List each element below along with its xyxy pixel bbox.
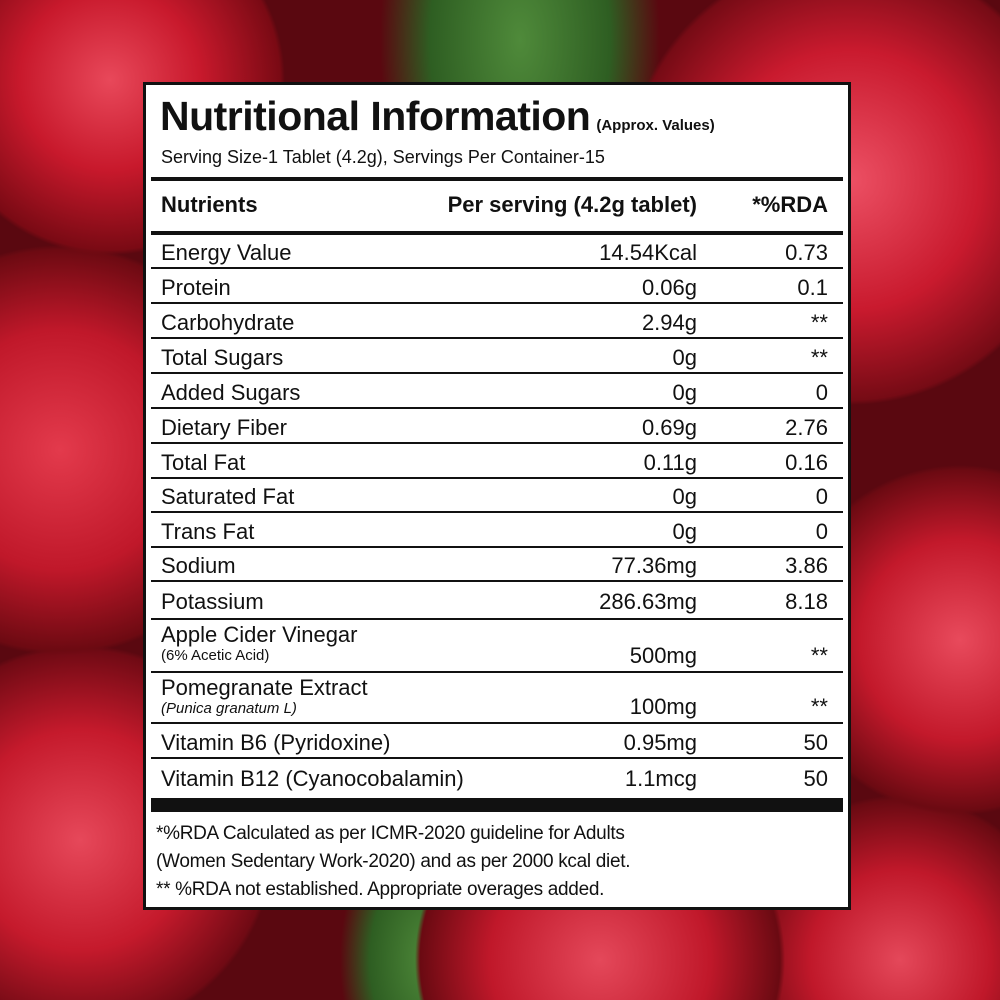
per-serving-value: 2.94g xyxy=(641,310,697,335)
header-rda: *%RDA xyxy=(752,192,828,217)
per-serving-value: 0g xyxy=(672,345,697,370)
nutrient-name-text: Dietary Fiber xyxy=(161,415,287,440)
table-row: Vitamin B12 (Cyanocobalamin) 1.1mcg 50 xyxy=(151,759,843,797)
nutrient-name-text: Vitamin B6 (Pyridoxine) xyxy=(161,730,391,755)
table-row: Pomegranate Extract (Punica granatum L) 10… xyxy=(151,673,843,724)
nutrient-subtext: (Punica granatum L) xyxy=(161,700,297,717)
rda-value: 0 xyxy=(815,380,828,405)
per-serving-value: 100mg xyxy=(629,694,697,719)
table-row: Dietary Fiber 0.69g 2.76 xyxy=(151,409,843,444)
nutrient-name-text: Carbohydrate xyxy=(161,310,295,335)
nutrient-name-text: Trans Fat xyxy=(161,519,255,544)
table-row: Total Sugars 0g ** xyxy=(151,339,843,374)
title-text: Nutritional Information xyxy=(160,93,591,139)
table-row: Saturated Fat 0g 0 xyxy=(151,479,843,513)
per-serving-value: 0.11g xyxy=(643,450,697,475)
rda-value: 3.86 xyxy=(785,553,828,578)
per-serving-value: 500mg xyxy=(629,643,697,668)
rda-value: 0 xyxy=(815,519,828,544)
per-serving-value: 0g xyxy=(672,484,697,509)
nutrient-name: Vitamin B6 (Pyridoxine) xyxy=(161,730,390,756)
footnote: *%RDA Calculated as per ICMR-2020 guidel… xyxy=(156,823,625,844)
table-row: Total Fat 0.11g 0.16 xyxy=(151,444,843,479)
approx-note: (Approx. Values) xyxy=(596,117,715,134)
footnote: ** %RDA not established. Appropriate ove… xyxy=(156,879,605,900)
per-serving-value: 0.95mg xyxy=(623,730,697,755)
nutrient-name: Total Sugars xyxy=(161,345,283,371)
table-row: Energy Value 14.54Kcal 0.73 xyxy=(151,235,843,269)
nutrient-name-text: Total Fat xyxy=(161,450,246,475)
nutrient-name-text: Vitamin B12 (Cyanocobalamin) xyxy=(161,766,464,791)
nutrient-name-text: Saturated Fat xyxy=(161,484,295,509)
nutrient-name-text: Sodium xyxy=(161,553,236,578)
per-serving-value: 0.69g xyxy=(641,415,697,440)
footnotes: *%RDA Calculated as per ICMR-2020 guidel… xyxy=(156,820,631,904)
nutrient-name-text: Pomegranate Extract xyxy=(161,675,368,700)
rda-value: ** xyxy=(810,643,828,668)
divider xyxy=(151,177,843,181)
rda-value: ** xyxy=(810,310,828,335)
nutrient-name: Energy Value xyxy=(161,240,291,266)
rda-value: 0.16 xyxy=(785,450,828,475)
per-serving-value: 14.54Kcal xyxy=(599,240,697,265)
nutrient-name: Potassium xyxy=(161,589,264,615)
nutrient-name-text: Energy Value xyxy=(161,240,292,265)
nutrient-name: Vitamin B12 (Cyanocobalamin) xyxy=(161,766,464,792)
table-row: Protein 0.06g 0.1 xyxy=(151,269,843,304)
rda-value: 0.1 xyxy=(797,275,828,300)
nutrient-name: Carbohydrate xyxy=(161,310,294,336)
rda-value: 8.18 xyxy=(785,589,828,614)
table-row: Vitamin B6 (Pyridoxine) 0.95mg 50 xyxy=(151,724,843,759)
nutrient-name: Total Fat xyxy=(161,450,245,476)
rda-value: ** xyxy=(810,694,828,719)
per-serving-value: 0g xyxy=(672,519,697,544)
table-row: Apple Cider Vinegar (6% Acetic Acid) 500mg… xyxy=(151,620,843,673)
header-nutrients: Nutrients xyxy=(161,192,258,217)
per-serving-value: 77.36mg xyxy=(611,553,697,578)
per-serving-value: 0g xyxy=(672,380,697,405)
nutrient-name: Dietary Fiber xyxy=(161,415,287,441)
nutrition-label: Nutritional Information (Approx. Values) … xyxy=(143,82,851,910)
rda-value: 50 xyxy=(803,766,828,791)
nutrient-name: Added Sugars xyxy=(161,380,300,406)
per-serving-value: 0.06g xyxy=(641,275,697,300)
footnote: (Women Sedentary Work-2020) and as per 2… xyxy=(156,851,631,872)
nutrient-name-text: Potassium xyxy=(161,589,264,614)
nutrient-name: Trans Fat xyxy=(161,519,254,545)
rda-value: 2.76 xyxy=(785,415,828,440)
nutrient-name-text: Protein xyxy=(161,275,231,300)
table-row: Trans Fat 0g 0 xyxy=(151,513,843,548)
nutrient-name-text: Added Sugars xyxy=(161,380,301,405)
nutrient-name: Apple Cider Vinegar (6% Acetic Acid) xyxy=(161,622,358,664)
nutrient-name: Protein xyxy=(161,275,231,301)
nutrient-name-text: Apple Cider Vinegar xyxy=(161,622,358,647)
rda-value: ** xyxy=(810,345,828,370)
nutrient-name: Sodium xyxy=(161,553,236,579)
header-per-serving: Per serving (4.2g tablet) xyxy=(447,192,697,217)
thick-divider xyxy=(151,798,843,812)
rda-value: 0 xyxy=(815,484,828,509)
table-row: Sodium 77.36mg 3.86 xyxy=(151,548,843,582)
nutrient-name: Pomegranate Extract (Punica granatum L) xyxy=(161,675,368,717)
per-serving-value: 1.1mcg xyxy=(624,766,697,791)
label-title: Nutritional Information (Approx. Values) xyxy=(160,93,715,140)
nutrient-name-text: Total Sugars xyxy=(161,345,284,370)
table-row: Carbohydrate 2.94g ** xyxy=(151,304,843,339)
nutrient-subtext: (6% Acetic Acid) xyxy=(161,647,270,664)
nutrient-name: Saturated Fat xyxy=(161,484,294,510)
table-row: Potassium 286.63mg 8.18 xyxy=(151,582,843,620)
divider xyxy=(151,231,843,235)
rda-value: 0.73 xyxy=(785,240,828,265)
table-header: Nutrients Per serving (4.2g tablet) *%RD… xyxy=(151,180,843,232)
table-row: Added Sugars 0g 0 xyxy=(151,374,843,409)
per-serving-value: 286.63mg xyxy=(599,589,697,614)
rda-value: 50 xyxy=(803,730,828,755)
serving-info: Serving Size-1 Tablet (4.2g), Servings P… xyxy=(161,147,605,167)
